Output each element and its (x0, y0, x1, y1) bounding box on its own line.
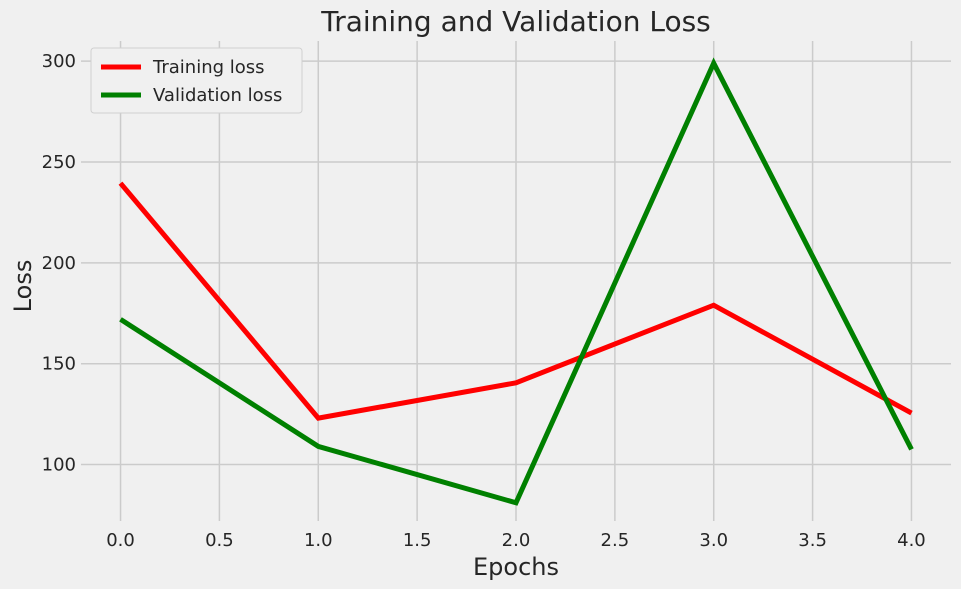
x-tick-label: 4.0 (897, 530, 926, 551)
series-line-training-loss (118, 181, 913, 421)
x-tick-label: 3.5 (798, 530, 827, 551)
x-tick-label: 2.0 (502, 530, 531, 551)
y-tick-label: 100 (42, 455, 76, 476)
legend: Training loss Validation loss (90, 47, 303, 114)
tick-labels: 0.0 0.5 1.0 1.5 2.0 2.5 3.0 3.5 4.0 100 150 200 250 3… (42, 51, 926, 551)
x-tick-label: 1.5 (403, 530, 432, 551)
x-tick-label: 1.0 (304, 530, 333, 551)
x-tick-label: 0.5 (205, 530, 234, 551)
y-tick-label: 300 (42, 51, 76, 72)
x-axis-label: Epochs (473, 553, 559, 581)
series-line-validation-loss (119, 57, 914, 506)
legend-label-validation-loss: Validation loss (153, 85, 282, 106)
x-tick-label: 3.0 (699, 530, 728, 551)
y-tick-label: 250 (42, 152, 76, 173)
y-tick-label: 200 (42, 253, 76, 274)
x-tick-label: 0.0 (106, 530, 135, 551)
chart-title: Training and Validation Loss (320, 5, 711, 38)
x-tick-label: 2.5 (601, 530, 630, 551)
legend-label-training-loss: Training loss (152, 57, 265, 78)
y-tick-label: 150 (42, 354, 76, 375)
grid (81, 41, 951, 521)
series-lines (118, 57, 914, 506)
y-axis-label: Loss (9, 260, 37, 313)
legend-box (90, 47, 303, 114)
